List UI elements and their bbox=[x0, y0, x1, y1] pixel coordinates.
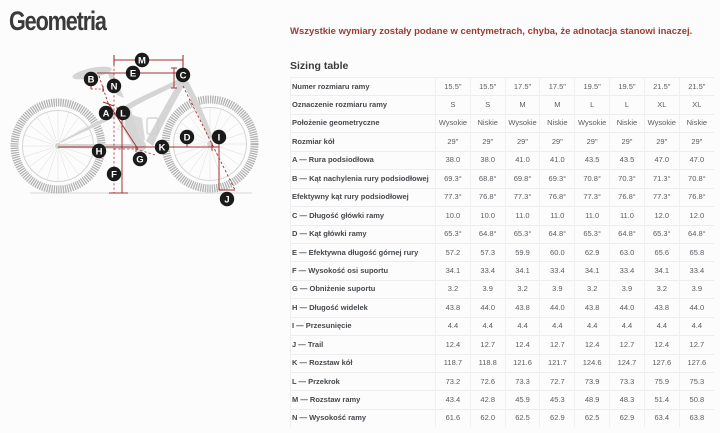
svg-text:J: J bbox=[224, 194, 229, 205]
svg-text:L: L bbox=[120, 108, 126, 119]
svg-text:N: N bbox=[111, 81, 118, 92]
svg-text:H: H bbox=[96, 146, 103, 157]
svg-text:C: C bbox=[180, 70, 187, 81]
svg-text:F: F bbox=[111, 169, 117, 180]
svg-text:M: M bbox=[138, 55, 146, 66]
svg-text:B: B bbox=[88, 74, 95, 85]
svg-text:E: E bbox=[130, 68, 136, 79]
svg-text:G: G bbox=[136, 154, 143, 165]
svg-text:A: A bbox=[103, 108, 110, 119]
svg-text:D: D bbox=[184, 132, 191, 143]
svg-text:I: I bbox=[218, 132, 221, 143]
svg-text:K: K bbox=[159, 142, 166, 153]
